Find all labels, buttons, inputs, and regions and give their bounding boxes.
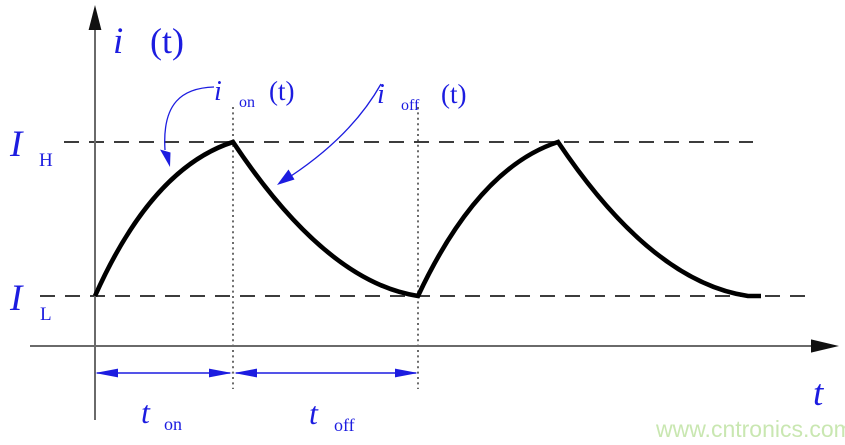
toff-left-arrowhead-icon [234, 368, 257, 378]
y-axis-arrow-icon [88, 5, 102, 30]
watermark: www.cntronics.com [655, 416, 845, 442]
label-il-base: I [9, 278, 24, 319]
ion-arrowhead-icon [160, 149, 171, 167]
label-t-on: t on [141, 394, 182, 434]
ton-right-arrowhead-icon [209, 368, 232, 378]
inductor-current-curve [92, 139, 761, 299]
y-axis-label-paren: (t) [150, 21, 184, 61]
label-i-off-sub: off [401, 97, 420, 114]
label-i-on-base: i [214, 76, 222, 107]
ion-annotation-arrow [160, 86, 215, 167]
label-t-off-sub: off [334, 415, 355, 435]
label-t-off-base: t [309, 395, 319, 431]
label-ih-base: I [9, 124, 24, 165]
y-axis-label: i (t) [113, 21, 184, 62]
label-t-off: t off [309, 395, 355, 435]
label-i-off: i off (t) [377, 79, 466, 114]
y-axis-label-base: i [113, 21, 123, 62]
toff-dimension-arrow [234, 368, 418, 378]
label-i-off-paren: (t) [441, 79, 466, 109]
label-i-on-paren: (t) [269, 76, 294, 106]
x-axis-arrow-icon [811, 339, 839, 353]
label-i-off-base: i [377, 79, 385, 110]
ton-dimension-arrow [95, 368, 232, 378]
label-t-on-sub: on [164, 414, 182, 434]
toff-right-arrowhead-icon [395, 368, 418, 378]
ioff-arrowhead-icon [277, 169, 295, 185]
label-ih: I H [9, 124, 53, 171]
label-ih-sub: H [39, 150, 53, 171]
ton-left-arrowhead-icon [95, 368, 118, 378]
label-t-on-base: t [141, 394, 151, 430]
label-il-sub: L [40, 304, 52, 325]
ioff-annotation-arrow [277, 83, 382, 185]
label-i-on-sub: on [239, 94, 255, 111]
ion-arrow-curve [164, 86, 215, 151]
x-axis-label: t [813, 373, 825, 414]
ioff-arrow-curve [290, 83, 382, 177]
label-il: I L [9, 278, 52, 325]
label-i-on: i on (t) [214, 76, 294, 111]
